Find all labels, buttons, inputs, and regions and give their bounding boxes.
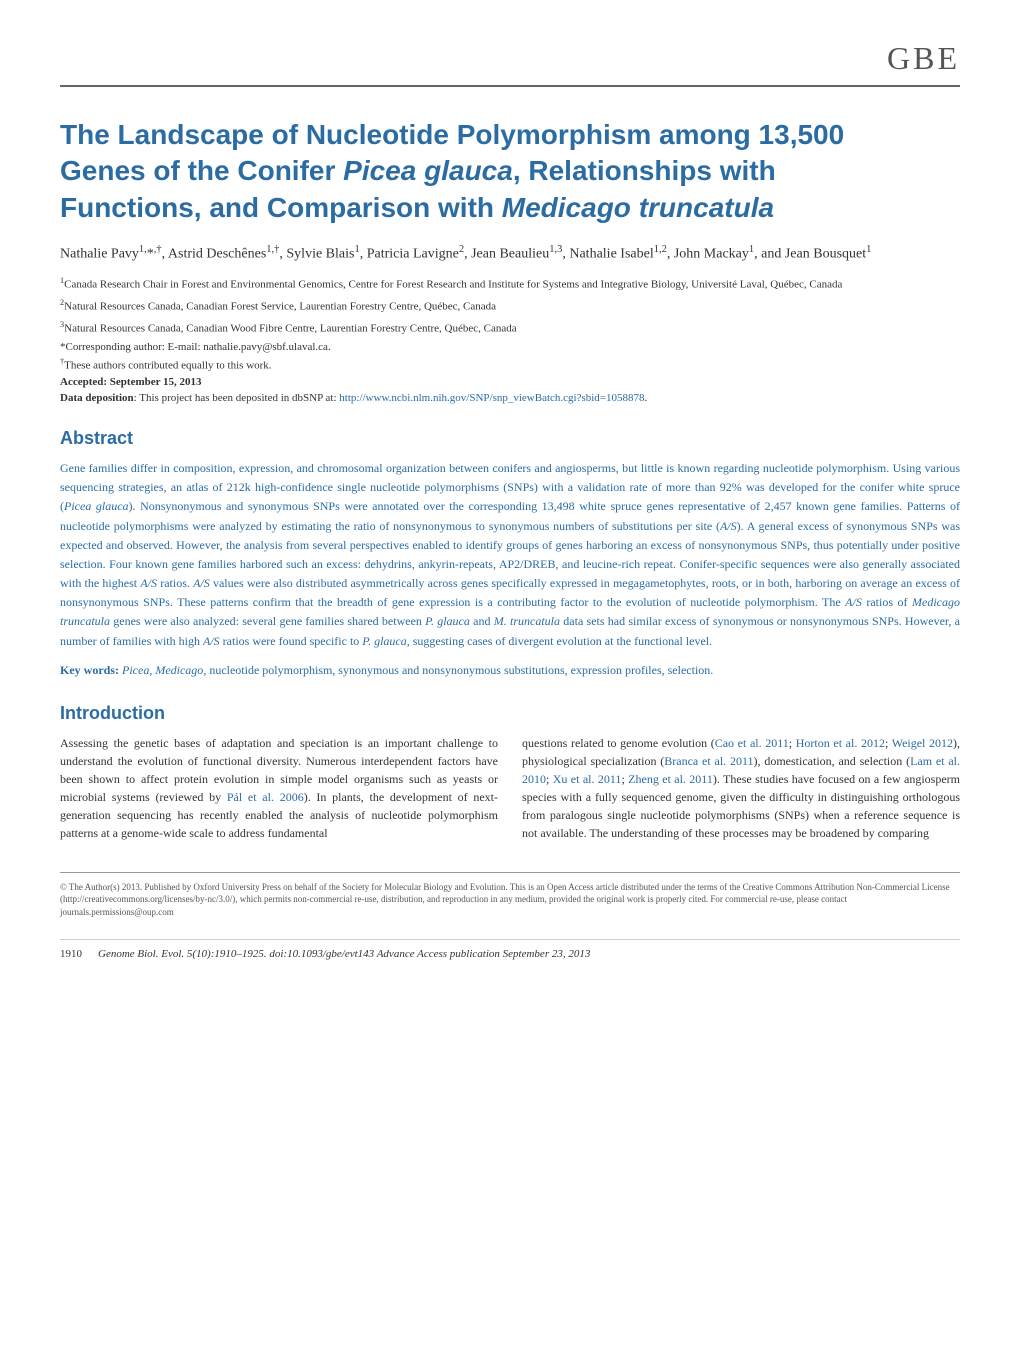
- title-line-2-italic: Picea glauca: [343, 155, 513, 186]
- affiliation-2: 2Natural Resources Canada, Canadian Fore…: [60, 297, 960, 315]
- page-number: 1910: [60, 948, 82, 960]
- abstract-heading: Abstract: [60, 428, 960, 449]
- keywords-body: Picea, Medicago, nucleotide polymorphism…: [119, 663, 713, 677]
- keywords-label: Key words:: [60, 663, 119, 677]
- intro-col-left: Assessing the genetic bases of adaptatio…: [60, 734, 498, 842]
- introduction-heading: Introduction: [60, 703, 960, 724]
- title-line-2-post: , Relationships with: [513, 155, 776, 186]
- data-deposition-pre: : This project has been deposited in dbS…: [134, 392, 340, 404]
- data-deposition-label: Data deposition: [60, 392, 134, 404]
- article-title: The Landscape of Nucleotide Polymorphism…: [60, 117, 960, 226]
- footer-citation: Genome Biol. Evol. 5(10):1910–1925. doi:…: [98, 948, 590, 960]
- page-footer: 1910 Genome Biol. Evol. 5(10):1910–1925.…: [60, 939, 960, 960]
- accepted-date: Accepted: September 15, 2013: [60, 376, 960, 388]
- title-line-3-pre: Functions, and Comparison with: [60, 192, 502, 223]
- footer-rule: [60, 872, 960, 873]
- header-rule: [60, 85, 960, 87]
- affiliation-1: 1Canada Research Chair in Forest and Env…: [60, 275, 960, 293]
- intro-col-right: questions related to genome evolution (C…: [522, 734, 960, 842]
- journal-abbrev: GBE: [60, 40, 960, 77]
- data-deposition-post: .: [645, 392, 648, 404]
- data-deposition-link[interactable]: http://www.ncbi.nlm.nih.gov/SNP/snp_view…: [339, 392, 644, 404]
- title-line-1: The Landscape of Nucleotide Polymorphism…: [60, 119, 844, 150]
- author-list: Nathalie Pavy1,*,†, Astrid Deschênes1,†,…: [60, 242, 960, 265]
- introduction-columns: Assessing the genetic bases of adaptatio…: [60, 734, 960, 842]
- corresponding-author: *Corresponding author: E-mail: nathalie.…: [60, 341, 960, 353]
- title-line-3-italic: Medicago truncatula: [502, 192, 774, 223]
- title-line-2-pre: Genes of the Conifer: [60, 155, 343, 186]
- data-deposition: Data deposition: This project has been d…: [60, 392, 960, 404]
- abstract-body: Gene families differ in composition, exp…: [60, 459, 960, 651]
- copyright-notice: © The Author(s) 2013. Published by Oxfor…: [60, 881, 960, 919]
- keywords: Key words: Picea, Medicago, nucleotide p…: [60, 661, 960, 679]
- affiliation-3: 3Natural Resources Canada, Canadian Wood…: [60, 319, 960, 337]
- equal-contribution-note: †These authors contributed equally to th…: [60, 357, 960, 372]
